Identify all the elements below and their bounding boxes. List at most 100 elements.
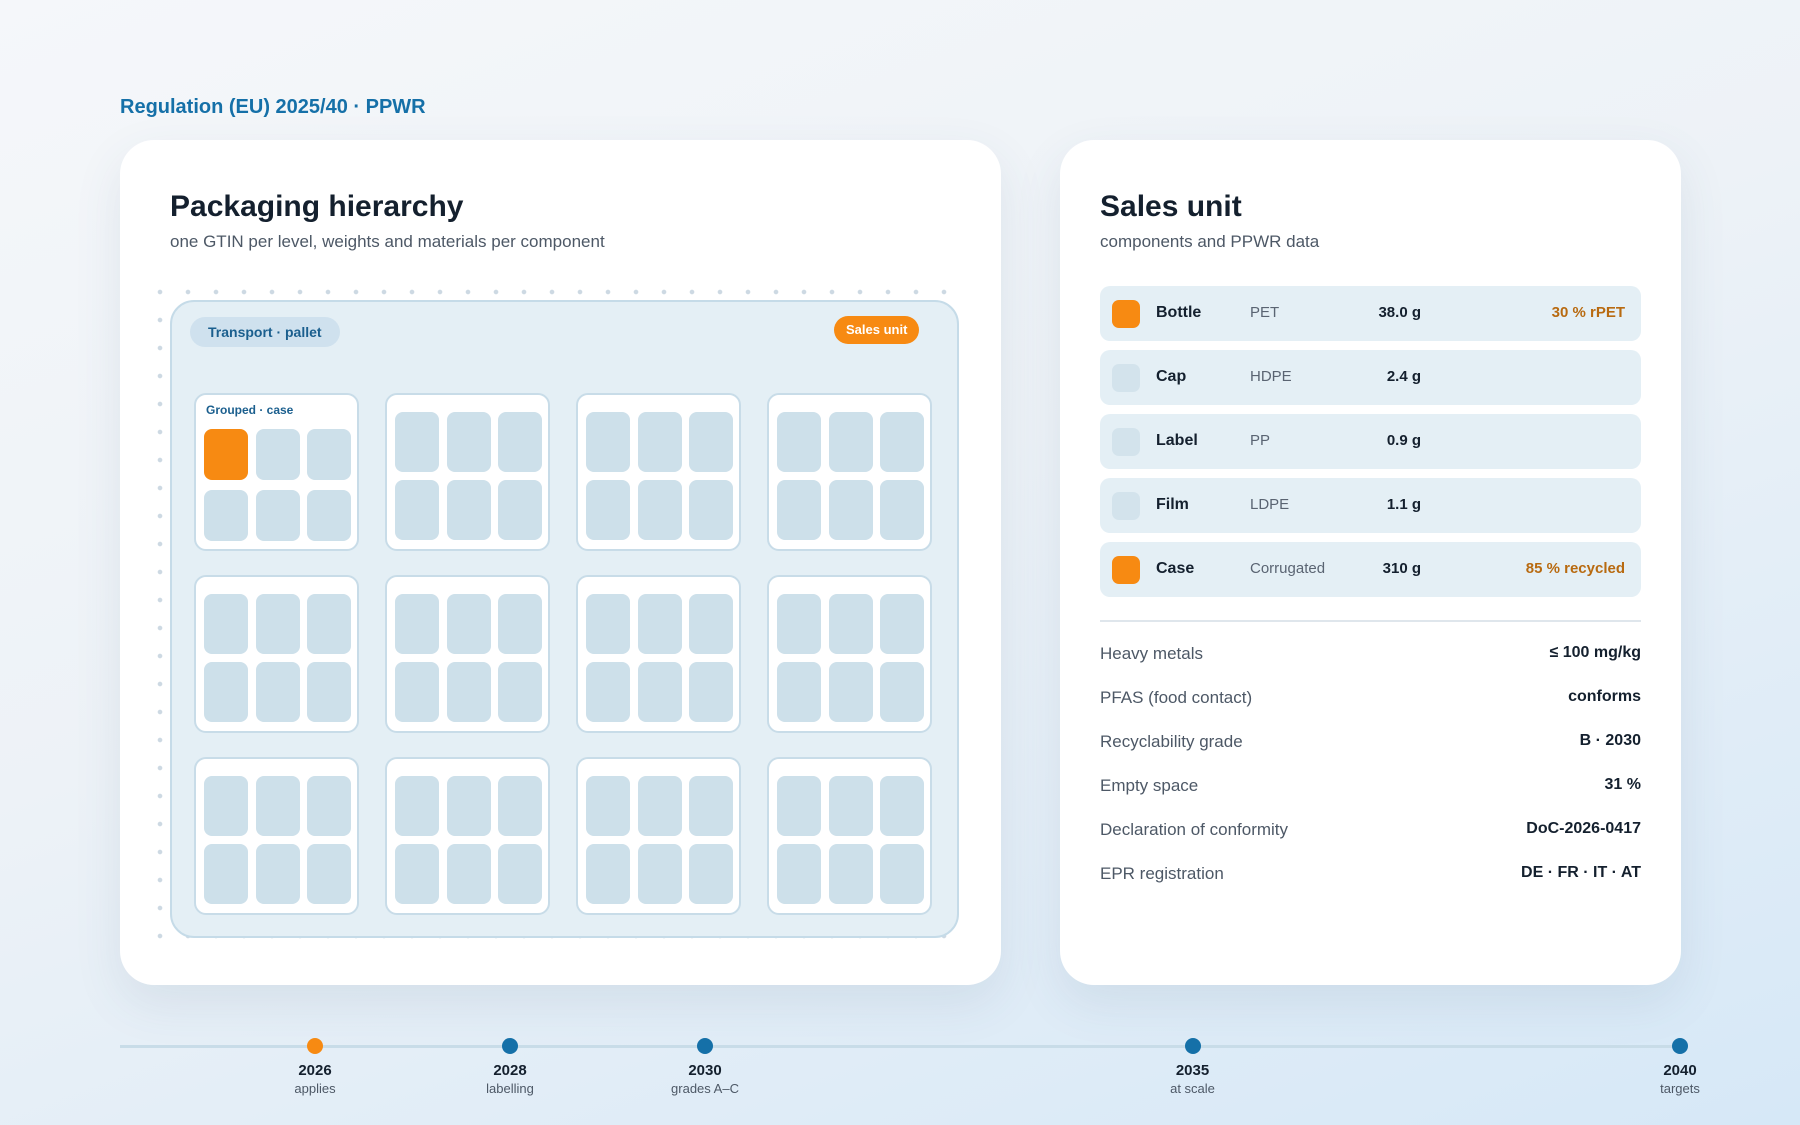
hierarchy-subtitle: one GTIN per level, weights and material… [170, 232, 605, 251]
case[interactable] [767, 575, 932, 733]
unit[interactable] [880, 776, 924, 836]
unit[interactable] [256, 776, 300, 836]
unit[interactable] [689, 412, 733, 472]
unit[interactable] [256, 844, 300, 904]
component-name: Label [1156, 432, 1198, 449]
unit[interactable] [395, 594, 439, 654]
milestone-2035[interactable]: 2035 at scale [1133, 1038, 1253, 1096]
unit[interactable] [638, 412, 682, 472]
unit[interactable] [586, 594, 630, 654]
unit[interactable] [307, 844, 351, 904]
unit[interactable] [586, 776, 630, 836]
unit[interactable] [204, 594, 248, 654]
unit[interactable] [689, 776, 733, 836]
unit[interactable] [204, 776, 248, 836]
unit[interactable] [777, 480, 821, 540]
unit[interactable] [586, 412, 630, 472]
unit[interactable] [204, 844, 248, 904]
unit[interactable] [829, 844, 873, 904]
case[interactable] [385, 575, 550, 733]
unit[interactable] [638, 776, 682, 836]
unit[interactable] [880, 480, 924, 540]
milestone-2028[interactable]: 2028 labelling [450, 1038, 570, 1096]
unit[interactable] [395, 412, 439, 472]
unit[interactable] [256, 594, 300, 654]
component-row-cap[interactable]: Cap HDPE 2.4 g [1100, 350, 1641, 405]
unit[interactable] [777, 662, 821, 722]
unit[interactable] [307, 429, 351, 480]
unit[interactable] [689, 594, 733, 654]
case[interactable] [385, 757, 550, 915]
unit[interactable] [638, 662, 682, 722]
milestone-2026[interactable]: 2026 applies [255, 1038, 375, 1096]
unit[interactable] [638, 480, 682, 540]
unit[interactable] [777, 844, 821, 904]
unit[interactable] [829, 776, 873, 836]
unit[interactable] [447, 776, 491, 836]
unit[interactable] [586, 844, 630, 904]
unit[interactable] [307, 594, 351, 654]
case[interactable] [767, 393, 932, 551]
unit[interactable] [689, 662, 733, 722]
milestone-2040[interactable]: 2040 targets [1620, 1038, 1740, 1096]
unit[interactable] [880, 412, 924, 472]
unit[interactable] [498, 594, 542, 654]
case[interactable] [767, 757, 932, 915]
unit[interactable] [586, 662, 630, 722]
unit[interactable] [256, 429, 300, 480]
transport-pallet[interactable]: Transport · pallet Sales unit Grouped · … [170, 300, 959, 938]
unit[interactable] [447, 594, 491, 654]
unit[interactable] [498, 844, 542, 904]
unit[interactable] [777, 594, 821, 654]
unit[interactable] [498, 776, 542, 836]
component-row-film[interactable]: Film LDPE 1.1 g [1100, 478, 1641, 533]
unit[interactable] [829, 662, 873, 722]
case[interactable] [385, 393, 550, 551]
unit[interactable] [777, 776, 821, 836]
material-swatch [1112, 300, 1140, 328]
unit[interactable] [638, 594, 682, 654]
case[interactable] [576, 757, 741, 915]
unit[interactable] [395, 844, 439, 904]
component-row-label[interactable]: Label PP 0.9 g [1100, 414, 1641, 469]
case[interactable] [576, 393, 741, 551]
case[interactable] [194, 575, 359, 733]
component-row-case[interactable]: Case Corrugated 310 g 85 % recycled [1100, 542, 1641, 597]
unit[interactable] [880, 662, 924, 722]
milestone-2030[interactable]: 2030 grades A–C [645, 1038, 765, 1096]
unit[interactable] [395, 662, 439, 722]
sales-unit-badge[interactable]: Sales unit [834, 316, 920, 344]
unit[interactable] [689, 480, 733, 540]
unit[interactable] [395, 776, 439, 836]
unit[interactable] [256, 662, 300, 722]
unit[interactable] [880, 594, 924, 654]
unit[interactable] [447, 844, 491, 904]
unit[interactable] [447, 662, 491, 722]
unit[interactable] [498, 412, 542, 472]
unit[interactable] [829, 480, 873, 540]
unit[interactable] [638, 844, 682, 904]
case[interactable] [194, 757, 359, 915]
case[interactable] [576, 575, 741, 733]
milestone-label: targets [1660, 1081, 1700, 1096]
unit[interactable] [447, 412, 491, 472]
unit[interactable] [307, 662, 351, 722]
sales-unit[interactable] [204, 429, 248, 480]
unit[interactable] [586, 480, 630, 540]
unit[interactable] [395, 480, 439, 540]
unit[interactable] [498, 662, 542, 722]
unit[interactable] [307, 776, 351, 836]
unit[interactable] [829, 594, 873, 654]
unit[interactable] [880, 844, 924, 904]
unit[interactable] [256, 490, 300, 541]
unit[interactable] [498, 480, 542, 540]
unit[interactable] [204, 490, 248, 541]
unit[interactable] [447, 480, 491, 540]
unit[interactable] [777, 412, 821, 472]
unit[interactable] [689, 844, 733, 904]
unit[interactable] [829, 412, 873, 472]
unit[interactable] [204, 662, 248, 722]
unit[interactable] [307, 490, 351, 541]
grouped-case[interactable]: Grouped · case [194, 393, 359, 551]
component-row-bottle[interactable]: Bottle PET 38.0 g 30 % rPET [1100, 286, 1641, 341]
